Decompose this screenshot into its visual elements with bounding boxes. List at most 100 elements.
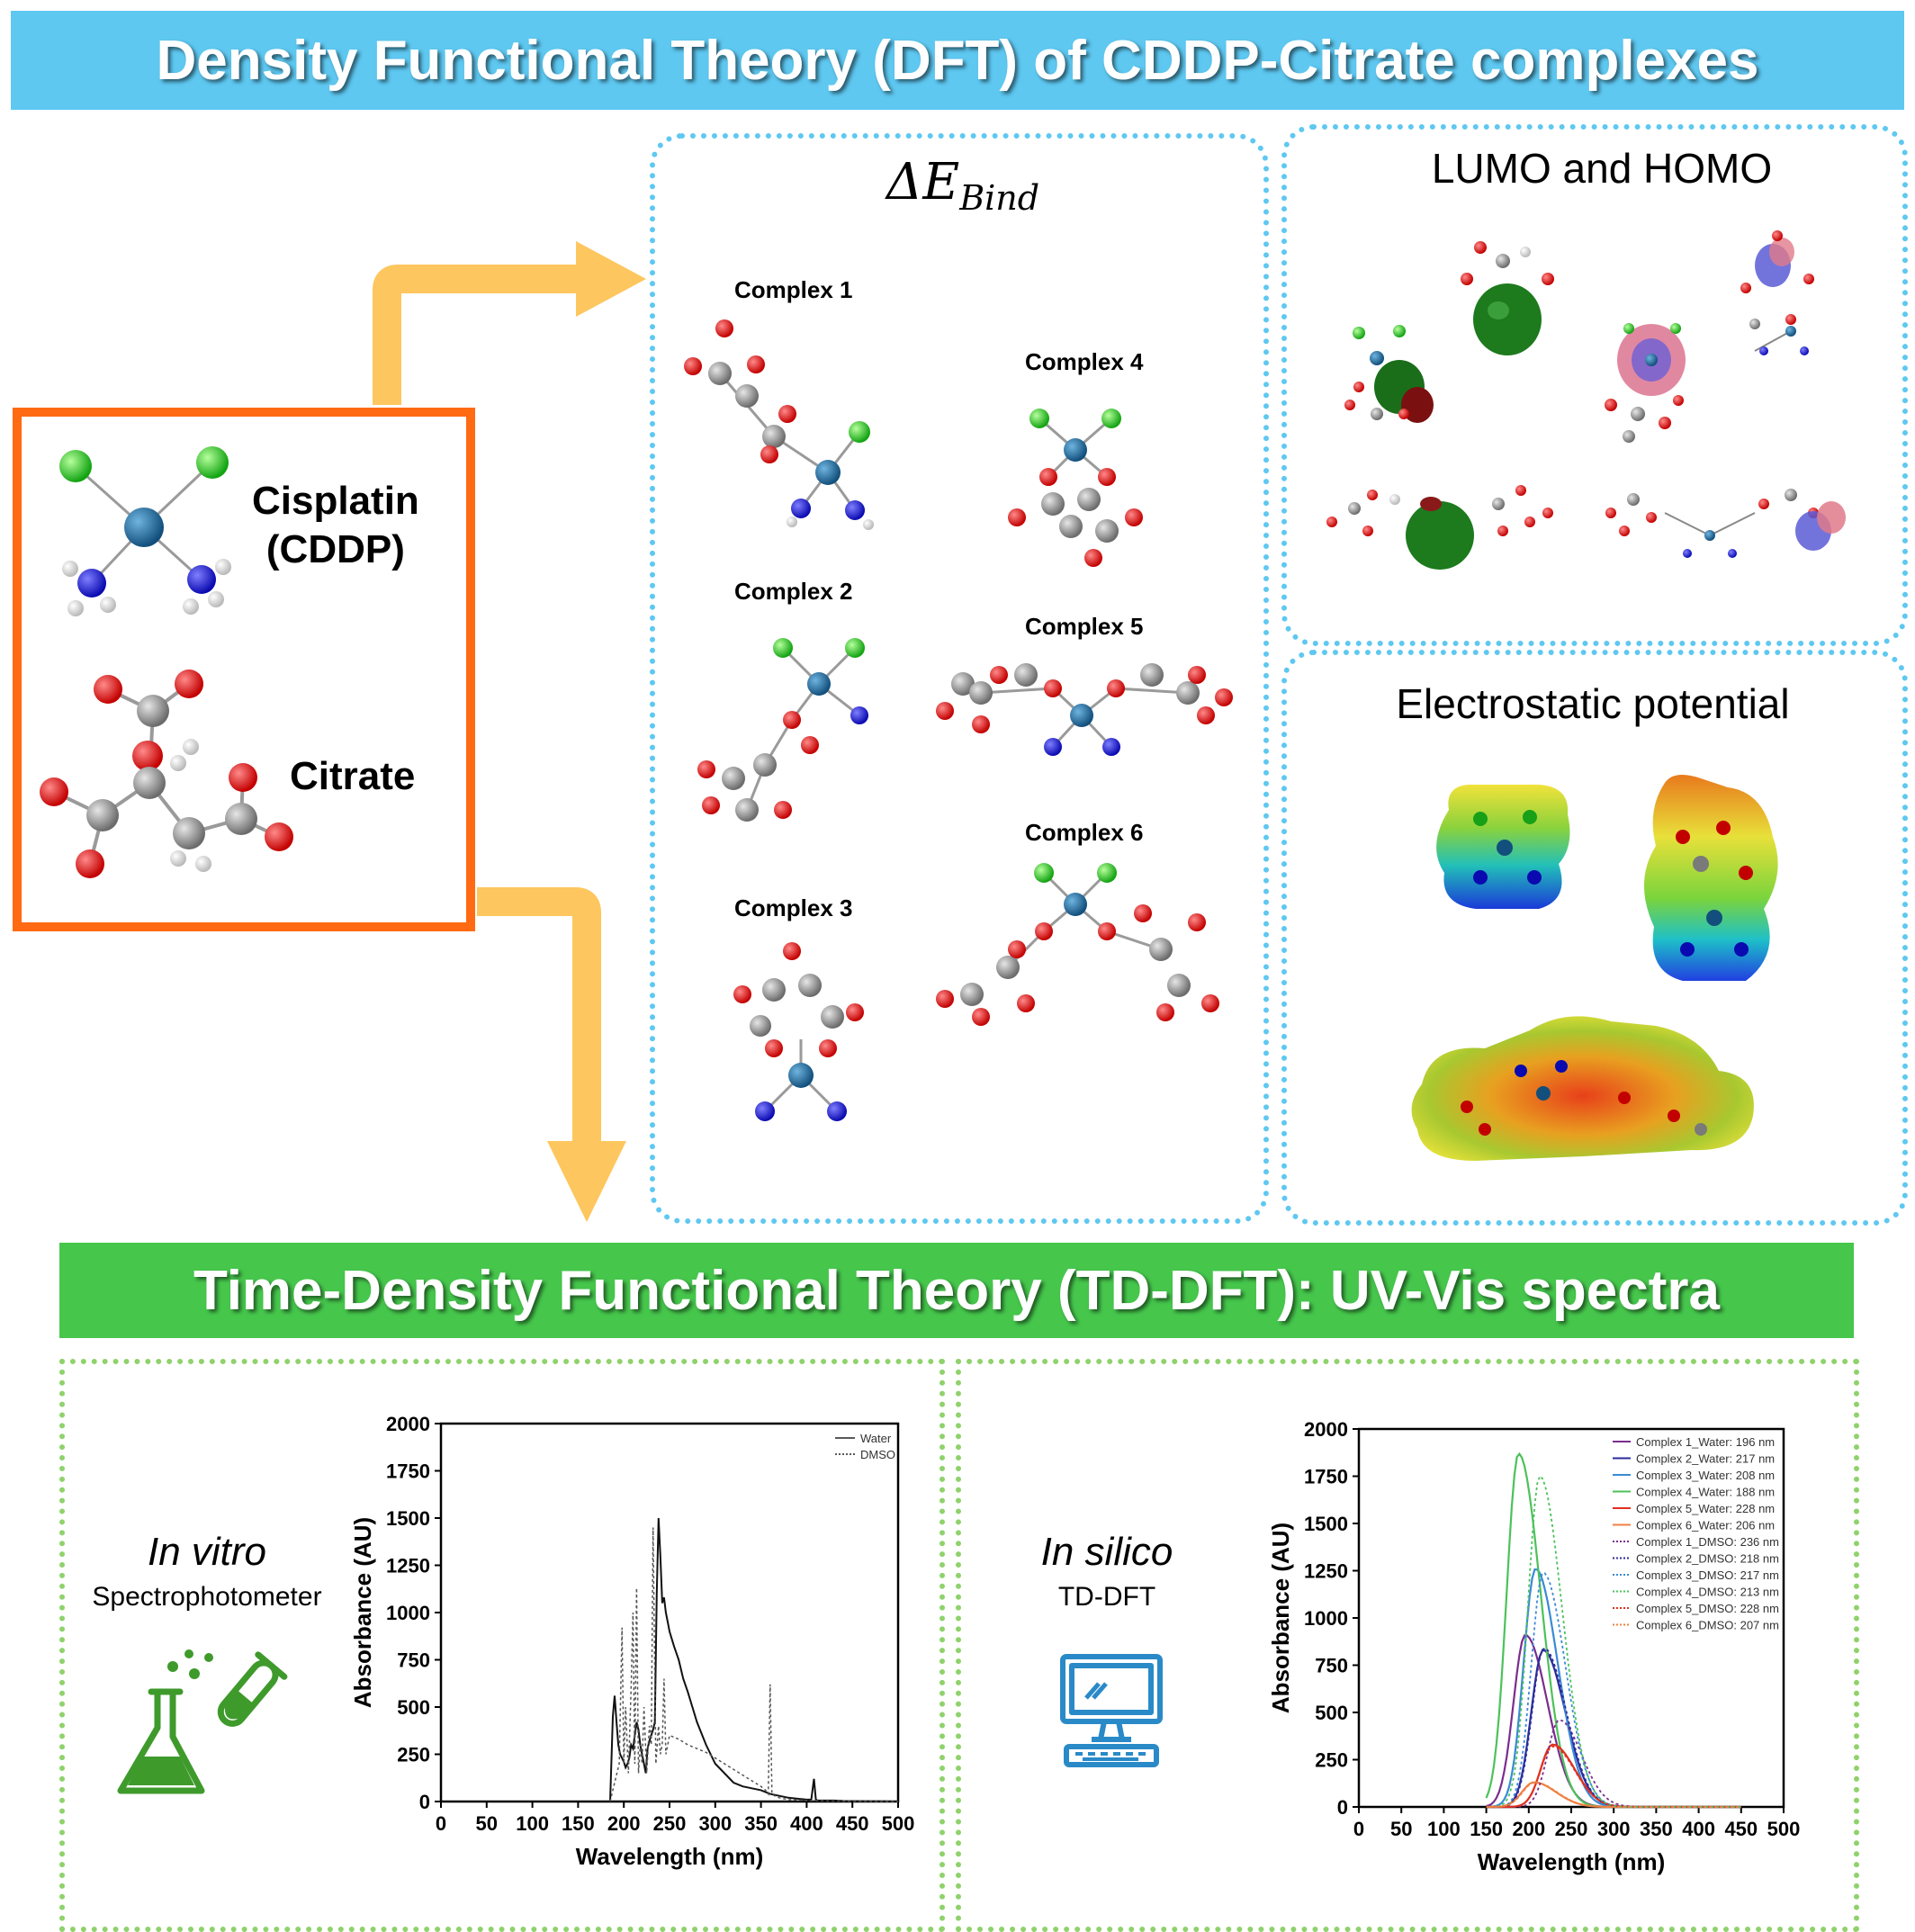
y-tick-label: 500 — [397, 1696, 430, 1719]
y-tick-label: 750 — [397, 1649, 430, 1672]
x-tick-label: 100 — [1427, 1818, 1461, 1840]
cisplatin-molecule — [59, 446, 231, 616]
legend-entry: Complex 3_DMSO: 217 nm — [1636, 1568, 1779, 1582]
legend-entry: Complex 1_DMSO: 236 nm — [1636, 1535, 1779, 1549]
platinum-atom — [124, 508, 164, 547]
in-silico-title: In silico — [1040, 1530, 1173, 1574]
y-tick-label: 1000 — [1304, 1607, 1348, 1630]
y-tick-label: 2000 — [386, 1413, 430, 1435]
esp-title: Electrostatic potential — [1396, 680, 1790, 727]
legend-entry: Complex 4_DMSO: 213 nm — [1636, 1586, 1779, 1599]
y-tick-label: 1000 — [386, 1602, 430, 1624]
x-axis-label: Wavelength (nm) — [576, 1843, 763, 1870]
y-tick-label: 250 — [1315, 1749, 1348, 1772]
complex-2-label: Complex 2 — [734, 578, 853, 605]
orbitals-title: LUMO and HOMO — [1431, 145, 1773, 192]
esp-renders — [1411, 775, 1778, 1161]
x-tick-label: 50 — [1390, 1818, 1412, 1840]
x-tick-label: 300 — [698, 1812, 732, 1835]
x-tick-label: 200 — [1512, 1818, 1545, 1840]
y-tick-label: 1250 — [1304, 1560, 1348, 1583]
x-tick-label: 450 — [836, 1812, 869, 1835]
y-tick-label: 1500 — [386, 1507, 430, 1530]
legend-entry: Complex 4_Water: 188 nm — [1636, 1486, 1775, 1499]
in-vitro-subtitle: Spectrophotometer — [92, 1582, 322, 1612]
in-vitro-panel — [59, 1359, 945, 1932]
arrow-to-tddft — [477, 887, 626, 1222]
in-silico-spectrum-chart: 0 50 100 150 200 250 300 350 400 450 500 0 250 500 750… — [1269, 1418, 1801, 1875]
y-axis-label: Absorbance (AU) — [351, 1517, 376, 1708]
series-line-11 — [1486, 1781, 1741, 1808]
lumo-complex-c — [1605, 489, 1846, 558]
x-tick-label: 0 — [436, 1812, 446, 1835]
binding-energy-title: ΔEBind — [864, 153, 1062, 218]
computer-icon — [1060, 1654, 1163, 1767]
complex-3-molecule — [733, 942, 864, 1121]
binding-energy-panel — [650, 133, 1269, 1224]
x-tick-label: 500 — [882, 1812, 915, 1835]
esp-extended-complex-surface — [1411, 1016, 1754, 1161]
tddft-banner: Time-Density Functional Theory (TD-DFT):… — [59, 1243, 1854, 1338]
series-line-1 — [1486, 1649, 1741, 1809]
reactant-box — [13, 408, 475, 931]
complex-4-label: Complex 4 — [1025, 348, 1144, 375]
in-vitro-spectrum-chart: 0 50 100 150 200 250 300 350 400 450 500 0 250 500 750… — [351, 1413, 915, 1870]
y-tick-label: 0 — [1337, 1796, 1348, 1819]
complex-6-molecule — [936, 863, 1219, 1026]
series-line-9 — [1486, 1474, 1741, 1808]
legend-entry: Complex 3_Water: 208 nm — [1636, 1469, 1775, 1482]
series-line-4 — [1486, 1743, 1741, 1809]
delta-e-symbol: ΔE — [886, 153, 960, 211]
y-tick-label: 2000 — [1304, 1418, 1348, 1441]
complex-5-label: Complex 5 — [1025, 613, 1144, 640]
x-tick-label: 400 — [790, 1812, 823, 1835]
x-tick-label: 450 — [1724, 1818, 1758, 1840]
complex-4-molecule — [1008, 409, 1143, 567]
homo-complex-a — [1461, 241, 1554, 355]
legend-entry: Water — [860, 1432, 892, 1445]
bind-subscript: Bind — [959, 178, 1040, 219]
homo-complex-b — [1740, 230, 1814, 355]
x-axis-label: Wavelength (nm) — [1478, 1848, 1665, 1875]
lumo-complex-b — [1605, 323, 1686, 443]
x-tick-label: 200 — [607, 1812, 641, 1835]
citrate-molecule — [40, 669, 293, 878]
plot-frame — [439, 1422, 900, 1803]
legend-entry: Complex 2_Water: 217 nm — [1636, 1452, 1775, 1466]
orbital-renders — [1326, 230, 1846, 570]
esp-panel — [1281, 650, 1908, 1226]
complex-2-molecule — [697, 638, 868, 822]
y-axis-label: Absorbance (AU) — [1269, 1523, 1294, 1713]
complex-1-label: Complex 1 — [734, 276, 853, 303]
orbitals-panel — [1281, 124, 1908, 646]
in-vitro-title: In vitro — [147, 1530, 267, 1574]
y-tick-label: 500 — [1315, 1702, 1348, 1724]
y-tick-label: 250 — [397, 1744, 430, 1766]
x-tick-label: 0 — [1353, 1818, 1364, 1840]
cisplatin-label: Cisplatin (CDDP) — [252, 479, 419, 571]
legend-entry: Complex 1_Water: 196 nm — [1636, 1435, 1775, 1449]
citrate-label: Citrate — [290, 754, 416, 798]
y-tick-label: 1500 — [1304, 1513, 1348, 1535]
complex-5-molecule — [936, 663, 1233, 756]
x-tick-label: 250 — [1555, 1818, 1588, 1840]
x-tick-label: 350 — [744, 1812, 778, 1835]
legend-entry: Complex 2_DMSO: 218 nm — [1636, 1552, 1779, 1566]
legend-entry: Complex 6_Water: 206 nm — [1636, 1519, 1775, 1532]
series-line-dmso — [609, 1527, 898, 1802]
x-tick-label: 150 — [1470, 1818, 1503, 1840]
x-tick-label: 500 — [1767, 1818, 1801, 1840]
x-tick-label: 350 — [1640, 1818, 1673, 1840]
homo-complex-c — [1326, 485, 1553, 570]
x-tick-label: 150 — [562, 1812, 595, 1835]
lumo-complex-a — [1344, 325, 1434, 423]
complex-1-molecule — [684, 319, 874, 530]
x-tick-label: 50 — [476, 1812, 498, 1835]
chlorine-atom — [196, 446, 229, 479]
legend-entry: Complex 5_DMSO: 228 nm — [1636, 1602, 1779, 1615]
legend-entry: DMSO — [860, 1448, 895, 1461]
nitrogen-atom — [77, 569, 106, 598]
lab-flask-icon — [117, 1649, 288, 1794]
y-tick-label: 1750 — [1304, 1466, 1348, 1488]
y-tick-label: 0 — [419, 1791, 430, 1813]
